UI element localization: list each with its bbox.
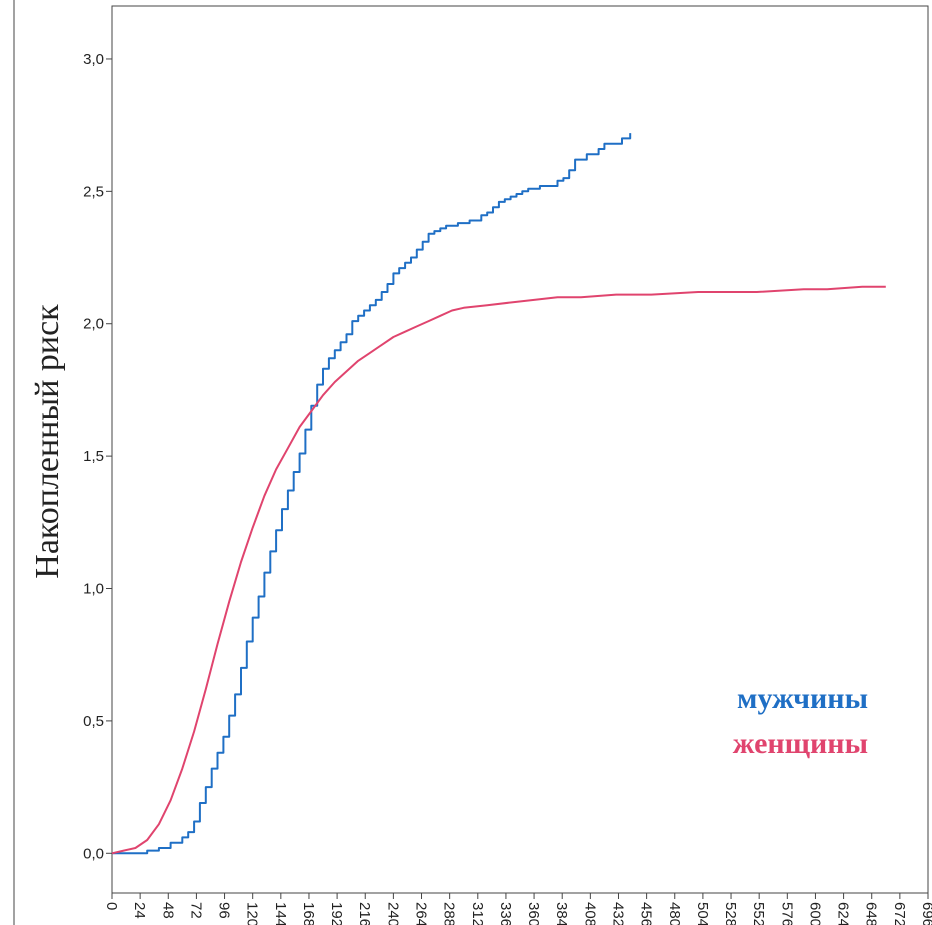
x-tick-label: 504 [694,902,711,925]
legend-entry: женщины [733,727,868,760]
x-tick-label: 384 [553,902,570,925]
plot-area [111,5,929,894]
x-tick-label: 672 [891,902,908,925]
y-tick-label: 0,5 [83,713,104,730]
legend-entry: мужчины [737,682,868,715]
series-line-men [112,133,632,855]
series-layer [111,133,886,855]
x-tick-label: 216 [356,902,373,925]
x-tick-label: 240 [384,902,401,925]
y-tick-label: 1,0 [83,581,104,598]
y-tick-label: 1,5 [83,448,104,465]
x-tick-label: 696 [919,902,932,925]
y-axis-label: Накопленный риск [29,304,66,579]
x-tick-label: 336 [497,902,514,925]
x-tick-label: 528 [722,902,739,925]
x-tick-label: 0 [103,902,120,910]
x-tick-label: 600 [806,902,823,925]
y-tick-label: 2,0 [83,316,104,333]
x-tick-label: 552 [750,902,767,925]
x-tick-label: 72 [187,902,204,919]
x-tick-label: 192 [328,902,345,925]
series-line-women [111,285,886,855]
x-axis: 0 24 48 72 96 120 144 168 192 216 240 264 288 312 336 3… [103,893,932,925]
x-tick-label: 312 [469,902,486,925]
x-tick-label: 24 [131,902,148,919]
x-tick-label: 144 [272,902,289,925]
x-tick-label: 48 [159,902,176,919]
y-tick-label: 0,0 [83,845,104,862]
y-axis: 0,0 0,5 1,0 1,5 2,0 2,5 3,0 [83,51,112,862]
x-tick-label: 288 [441,902,458,925]
x-tick-label: 264 [413,902,430,925]
x-tick-label: 456 [638,902,655,925]
x-tick-label: 120 [244,902,261,925]
legend: мужчины женщины [733,682,868,760]
x-tick-label: 168 [300,902,317,925]
x-tick-label: 408 [581,902,598,925]
x-tick-label: 648 [863,902,880,925]
y-tick-label: 3,0 [83,51,104,68]
x-tick-label: 480 [666,902,683,925]
x-tick-label: 360 [525,902,542,925]
x-tick-label: 576 [778,902,795,925]
x-tick-label: 624 [835,902,852,925]
x-tick-label: 96 [216,902,233,919]
x-tick-label: 432 [609,902,626,925]
y-tick-label: 2,5 [83,183,104,200]
